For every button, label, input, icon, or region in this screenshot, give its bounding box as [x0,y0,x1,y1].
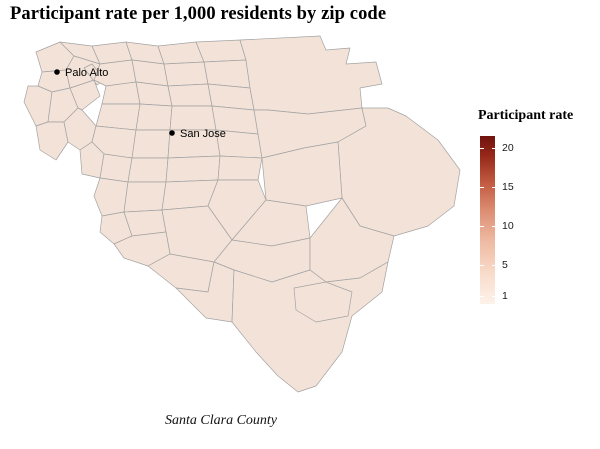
legend-tick-mark [480,186,484,188]
legend-tick-label: 1 [502,290,508,303]
zip-region [131,129,171,159]
legend-tick-mark [491,264,495,266]
zip-region [167,83,213,107]
zip-regions [23,35,461,393]
zip-region [135,81,173,107]
legend-tick-label: 20 [502,141,514,154]
caption: Santa Clara County [165,413,278,428]
zip-region [239,35,383,115]
zip-region [231,261,389,393]
legend-tick-mark [480,225,484,227]
legend-title: Participant rate [478,108,574,123]
zip-region [123,181,167,213]
plot-title: Participant rate per 1,000 residents by … [10,4,387,24]
san-jose-marker-dot [169,130,175,136]
zip-region [217,155,263,181]
zip-region [127,157,169,183]
city-markers: Palo Alto San Jose [54,67,226,140]
legend-tick-label: 10 [502,219,514,232]
legend-tick-mark [491,186,495,188]
zip-region [135,103,173,131]
zip-region [163,61,209,87]
legend-tick-mark [480,147,484,149]
legend: Participant rate 20 15 10 5 1 [476,108,596,308]
legend-tick-label: 5 [502,258,508,271]
zip-region [195,39,247,63]
palo-alto-label: Palo Alto [65,67,108,79]
legend-tick-mark [491,225,495,227]
zip-region [35,121,69,161]
san-jose-label: San Jose [180,128,226,140]
zip-region [23,85,53,127]
legend-tick-mark [491,296,495,298]
legend-tick-mark [491,147,495,149]
zip-region [169,105,217,131]
legend-tick-mark [480,296,484,298]
palo-alto-marker-dot [54,69,60,75]
zip-region [203,59,251,89]
zip-region [95,103,141,131]
legend-tick-mark [480,264,484,266]
county-zip-map: Palo Alto San Jose [23,35,461,393]
zip-region [293,281,353,323]
zip-region [93,177,129,217]
legend-colorbar-wrap: 20 15 10 5 1 [480,136,590,308]
legend-tick-label: 15 [502,180,514,193]
zip-region [99,153,133,183]
zip-region [165,155,221,183]
legend-colorbar [480,136,495,304]
